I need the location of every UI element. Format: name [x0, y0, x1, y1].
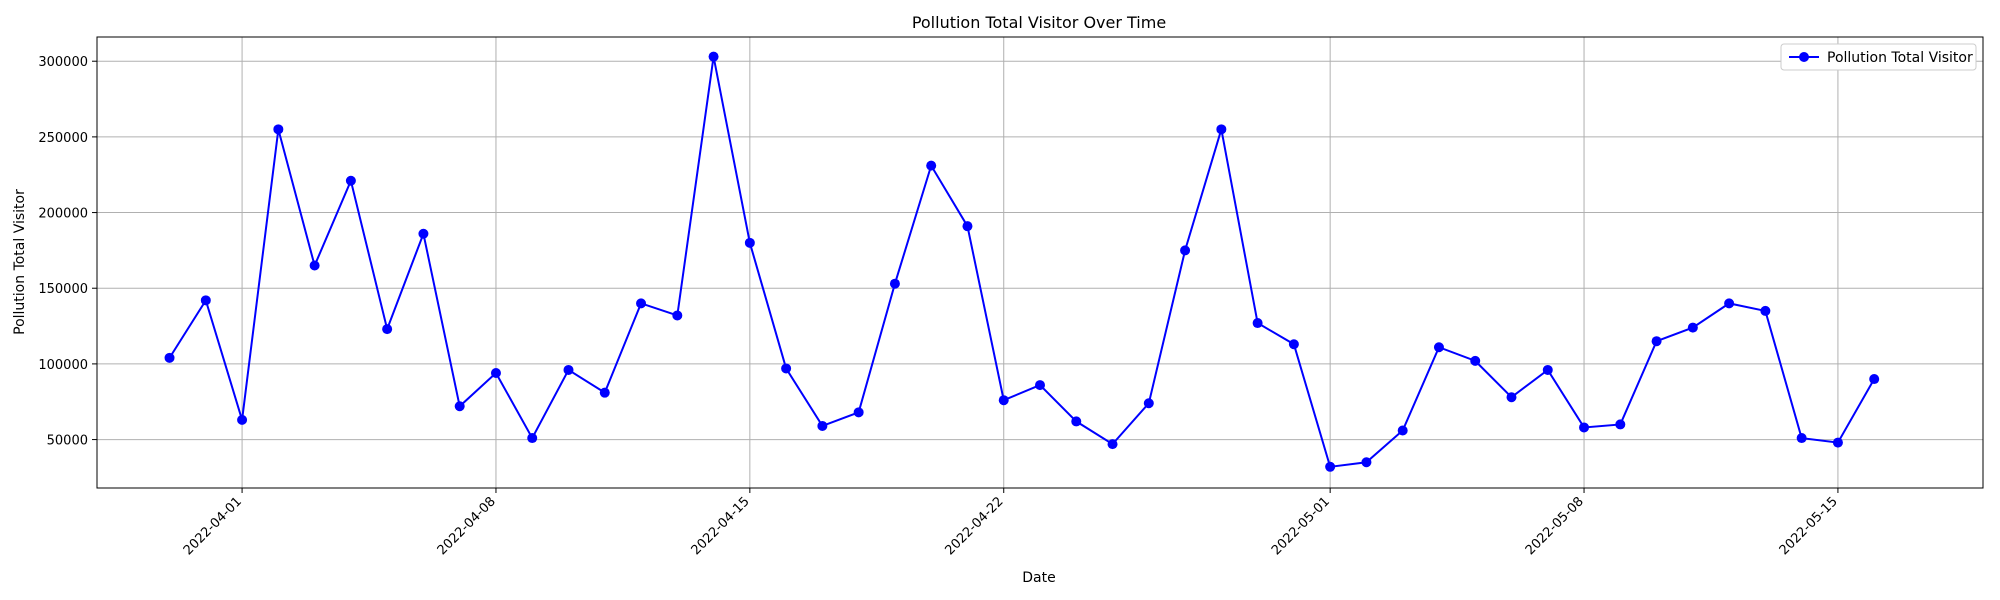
data-point — [382, 324, 393, 335]
data-point — [1760, 305, 1771, 316]
data-point — [1071, 416, 1082, 427]
data-point — [200, 295, 211, 306]
data-point — [418, 228, 429, 239]
data-point — [962, 221, 973, 232]
data-point — [744, 237, 755, 248]
data-point — [1832, 437, 1843, 448]
data-point — [1035, 380, 1045, 391]
data-point — [345, 175, 356, 186]
data-point — [1143, 398, 1154, 409]
data-point — [1579, 422, 1590, 433]
y-tick-label: 200000 — [38, 207, 88, 222]
data-point — [1615, 419, 1626, 430]
plot-frame — [96, 36, 1984, 489]
legend-label: Pollution Total Visitor — [1827, 50, 1973, 66]
data-point — [708, 51, 719, 62]
data-point — [1180, 245, 1191, 256]
x-tick-label: 2022-05-01 — [1269, 494, 1333, 558]
data-point — [237, 414, 248, 425]
x-tick-label: 2022-05-15 — [1777, 494, 1841, 558]
chart-title: Pollution Total Visitor Over Time — [912, 13, 1166, 32]
data-point — [817, 420, 828, 431]
y-tick-label: 300000 — [38, 55, 88, 70]
x-axis: 2022-04-01 2022-04-08 2022-04-15 2022-04-22… — [181, 488, 1841, 558]
data-point — [1687, 322, 1698, 333]
data-point — [1724, 298, 1735, 309]
data-point — [563, 364, 574, 375]
series-layer — [164, 51, 1880, 472]
y-axis-label: Pollution Total Visitor — [12, 189, 28, 335]
data-point — [1470, 355, 1481, 366]
data-point — [527, 433, 538, 444]
x-tick-label: 2022-04-08 — [435, 494, 499, 558]
data-point — [1361, 457, 1372, 468]
data-point — [599, 387, 610, 398]
data-point — [672, 310, 683, 321]
y-axis: 50000 100000 150000 200000 250000 300000 — [38, 55, 97, 449]
y-tick-label: 150000 — [38, 282, 88, 297]
data-point — [1397, 425, 1408, 436]
x-tick-label: 2022-04-15 — [689, 494, 753, 558]
data-point — [636, 298, 647, 309]
data-point — [926, 160, 937, 171]
data-point — [454, 401, 465, 412]
y-tick-label: 50000 — [47, 434, 88, 449]
grid — [97, 37, 1983, 488]
data-point — [1288, 339, 1299, 350]
data-point — [1651, 336, 1662, 347]
data-point — [1252, 318, 1263, 329]
x-tick-label: 2022-05-08 — [1523, 494, 1587, 558]
data-point — [781, 363, 792, 374]
data-point — [1869, 374, 1880, 385]
data-point — [889, 278, 900, 289]
legend-marker — [1799, 52, 1809, 62]
data-point — [1433, 342, 1444, 353]
legend: Pollution Total Visitor — [1780, 43, 1977, 71]
data-point — [1796, 433, 1807, 444]
data-point — [273, 124, 284, 135]
data-point — [998, 395, 1009, 406]
x-axis-label: Date — [1022, 570, 1055, 586]
y-tick-label: 100000 — [38, 358, 88, 373]
x-tick-label: 2022-04-22 — [943, 494, 1007, 558]
data-point — [1216, 124, 1227, 135]
data-point — [1542, 364, 1553, 375]
data-point — [853, 407, 864, 418]
data-point — [1325, 461, 1336, 472]
series-line — [168, 56, 1876, 468]
data-point — [1506, 392, 1517, 403]
data-point — [1107, 439, 1118, 450]
legend-box — [1780, 43, 1977, 71]
x-tick-label: 2022-04-01 — [181, 494, 245, 558]
data-point — [164, 352, 175, 363]
data-point — [309, 260, 320, 271]
y-tick-label: 250000 — [38, 131, 88, 146]
data-point — [490, 367, 501, 378]
